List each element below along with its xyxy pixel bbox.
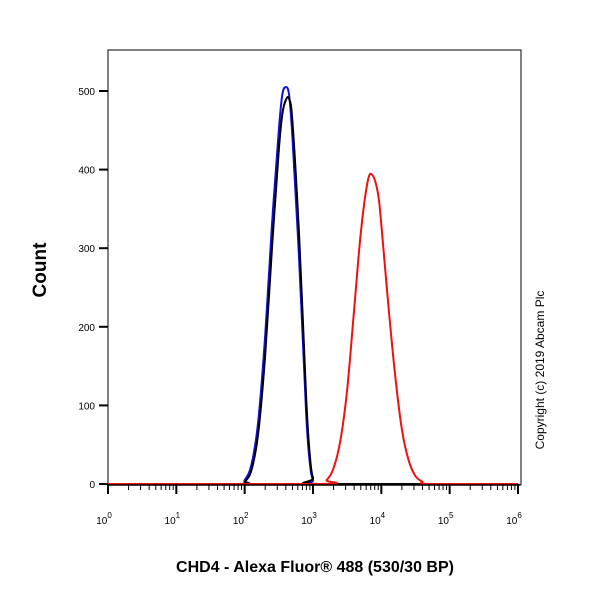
axes-layer: 100 101 102 103 104 105 106 0 100 200 300 400 500 [78,87,522,527]
x-tick-label: 104 [370,511,386,527]
copyright-annotation: Copyright (c) 2019 Abcam Plc [533,291,547,450]
y-tick-label: 100 [78,401,95,412]
x-tick-label: 105 [438,511,454,527]
x-tick-label: 101 [165,511,181,527]
y-tick-label: 500 [78,87,95,98]
x-tick-label: 106 [506,511,522,527]
y-axis-label: Count [30,242,51,298]
series-line-2 [107,172,518,486]
plot-frame [107,49,522,486]
y-tick-label: 0 [89,480,95,491]
y-tick-label: 300 [78,244,95,255]
x-axis-label: CHD4 - Alexa Fluor® 488 (530/30 BP) [176,559,454,576]
series-layer [107,86,518,486]
y-tick-label: 200 [78,323,95,334]
x-tick-label: 103 [301,511,317,527]
series-line-1 [107,96,518,486]
series-line-0 [107,86,518,486]
x-tick-label: 102 [233,511,249,527]
x-tick-label: 100 [96,511,112,527]
y-tick-label: 400 [78,166,95,177]
